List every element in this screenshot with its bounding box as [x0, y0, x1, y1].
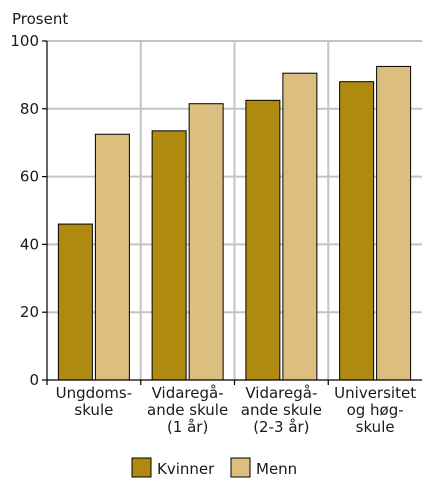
bar-menn — [376, 65, 412, 381]
legend: Kvinner Menn — [131, 457, 297, 478]
bar-menn — [94, 133, 130, 381]
bars — [57, 65, 412, 381]
y-axis-label: Prosent — [12, 10, 68, 28]
legend-label-kvinner: Kvinner — [157, 460, 215, 478]
y-tick-label: 0 — [29, 371, 39, 389]
x-tick-label: Ungdoms-skule — [56, 384, 133, 419]
x-tick-label-line: Ungdoms- — [56, 384, 133, 402]
bar-menn — [188, 103, 224, 381]
x-tick-label: Vidaregå-ande skule (2-3 år) — [241, 384, 322, 436]
legend-swatch-kvinner — [131, 457, 152, 478]
y-tick-label: 60 — [20, 168, 39, 186]
x-tick-label: Vidaregå-ande skule (1 år) — [147, 384, 228, 436]
x-tick-label-line: skule — [74, 401, 113, 419]
y-tick-label: 100 — [10, 32, 39, 50]
bar-kvinner — [245, 99, 281, 381]
x-tick-label-line: (2-3 år) — [253, 418, 309, 436]
x-tick-label-line: ande skule — [147, 401, 228, 419]
bar-kvinner — [57, 223, 93, 381]
x-tick-label-line: og høg- — [347, 401, 404, 419]
x-tick-label-line: ande skule — [241, 401, 322, 419]
y-tick-label: 20 — [20, 303, 39, 321]
x-tick-label-line: Universitet — [334, 384, 416, 402]
y-tick-label: 40 — [20, 235, 39, 253]
bar-menn — [282, 72, 318, 381]
axes — [42, 40, 422, 385]
bar-kvinner — [339, 81, 375, 381]
x-tick-label-line: Vidaregå- — [245, 384, 317, 402]
x-tick-label-line: Vidaregå- — [152, 384, 224, 402]
legend-label-menn: Menn — [256, 460, 297, 478]
x-tick-label: Universitet og høg-skule — [334, 384, 416, 436]
legend-swatch-menn — [230, 457, 251, 478]
x-tick-label-line: (1 år) — [167, 418, 208, 436]
bar-kvinner — [151, 130, 187, 381]
y-tick-label: 80 — [20, 100, 39, 118]
y-tick-labels: 0 20 40 60 80 100 — [10, 32, 39, 389]
x-tick-label-line: skule — [356, 418, 395, 436]
